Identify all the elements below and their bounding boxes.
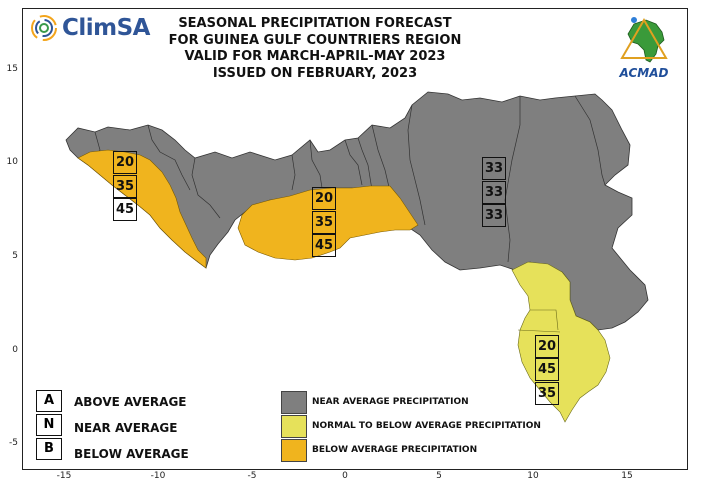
- x-tick-10: 10: [527, 471, 539, 481]
- region-below-average-center: [237, 185, 419, 261]
- acmad-logo-text: ACMAD: [619, 66, 669, 80]
- key-box-above: A: [36, 390, 62, 412]
- x-tick-15: 15: [621, 471, 633, 481]
- center-prob-normal: 35: [312, 211, 336, 234]
- yellow-region-borders: [517, 309, 561, 333]
- south-prob-below: 35: [535, 382, 559, 405]
- climsa-logo-text: ClimSA: [62, 15, 150, 41]
- key-label-above: ABOVE AVERAGE: [74, 395, 187, 409]
- x-tick-5: 5: [436, 471, 442, 481]
- title-line-2: FOR GUINEA GULF COUNTRIERS REGION: [168, 32, 462, 48]
- south-prob-normal: 45: [535, 358, 559, 381]
- country-borders: [91, 95, 606, 263]
- y-tick-5: 5: [12, 251, 18, 261]
- key-label-near: NEAR AVERAGE: [74, 421, 178, 435]
- west-prob-normal: 35: [113, 175, 137, 198]
- x-tick-neg10: -10: [150, 471, 166, 481]
- y-tick-10: 10: [6, 157, 18, 167]
- legend-label-near-average: NEAR AVERAGE PRECIPITATION: [312, 397, 469, 407]
- x-tick-neg5: -5: [247, 471, 257, 481]
- center-prob-below: 45: [312, 234, 336, 257]
- legend-swatch-normal-to-below: [281, 415, 307, 438]
- x-tick-neg15: -15: [56, 471, 72, 481]
- east-prob-above: 33: [482, 157, 506, 180]
- key-box-near: N: [36, 414, 62, 436]
- center-prob-above: 20: [312, 187, 336, 210]
- africa-icon: [620, 17, 668, 63]
- legend-label-normal-to-below: NORMAL TO BELOW AVERAGE PRECIPITATION: [312, 421, 541, 431]
- east-prob-below: 33: [482, 204, 506, 227]
- x-tick-0: 0: [342, 471, 348, 481]
- y-tick-neg5: -5: [9, 438, 18, 448]
- region-near-average: [65, 91, 649, 331]
- key-label-below: BELOW AVERAGE: [74, 447, 189, 461]
- legend-swatch-below-average: [281, 439, 307, 462]
- y-tick-15: 15: [6, 64, 18, 74]
- legend-swatch-near-average: [281, 391, 307, 414]
- west-prob-above: 20: [113, 151, 137, 174]
- title-line-3: VALID FOR MARCH-APRIL-MAY 2023: [184, 49, 446, 64]
- acmad-logo: ACMAD: [612, 14, 676, 80]
- legend-label-below-average: BELOW AVERAGE PRECIPITATION: [312, 445, 478, 455]
- title-line-1: SEASONAL PRECIPITATION FORECAST: [178, 16, 452, 31]
- west-prob-below: 45: [113, 198, 137, 221]
- y-tick-0: 0: [12, 345, 18, 355]
- climsa-logo: ClimSA: [30, 14, 150, 42]
- title-line-4: ISSUED ON FEBRUARY, 2023: [212, 65, 418, 81]
- climsa-swirl-icon: [31, 15, 57, 41]
- east-prob-normal: 33: [482, 181, 506, 204]
- key-box-below: B: [36, 438, 62, 460]
- south-prob-above: 20: [535, 335, 559, 358]
- region-below-average-west: [77, 149, 207, 269]
- map-title: SEASONAL PRECIPITATION FORECAST FOR GUIN…: [150, 16, 480, 82]
